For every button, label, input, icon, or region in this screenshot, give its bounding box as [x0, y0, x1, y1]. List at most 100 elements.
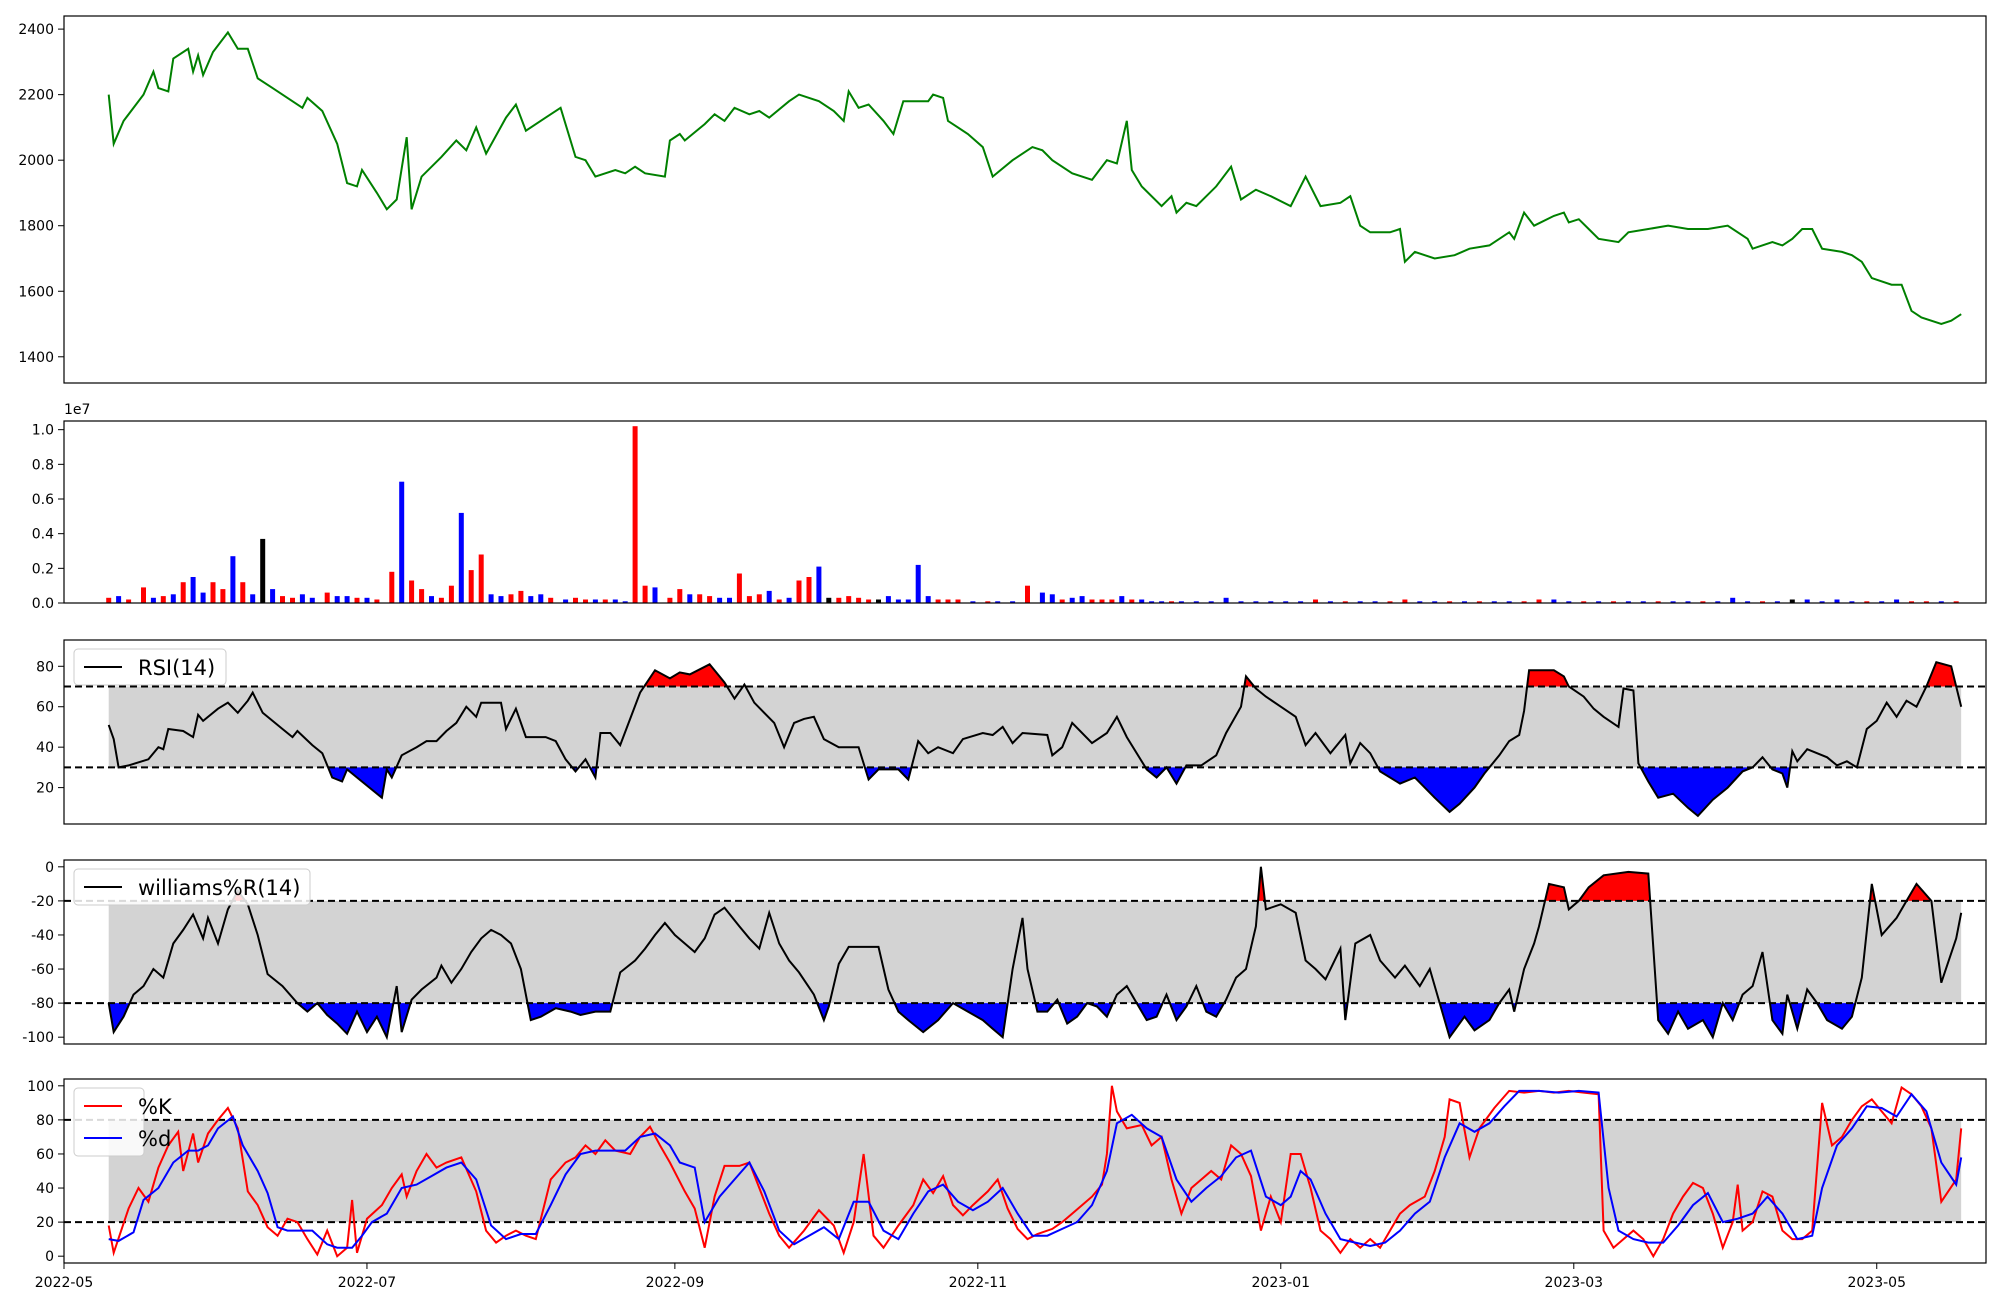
williams-oversold-fill — [1087, 1003, 1114, 1017]
volume-bar — [1551, 599, 1557, 603]
volume-bar — [1894, 599, 1900, 603]
volume-bar — [846, 596, 852, 603]
volume-bar — [1010, 601, 1016, 603]
williams-oversold-fill — [894, 1003, 953, 1033]
volume-bar — [498, 596, 504, 603]
volume-bar — [602, 599, 608, 603]
volume-bar — [270, 589, 276, 603]
volume-bar — [1208, 601, 1214, 603]
volume-bar — [1025, 585, 1030, 603]
rsi-oversold-fill — [1166, 767, 1186, 784]
volume-bar — [419, 589, 425, 603]
volume-bar — [1879, 601, 1885, 603]
volume-ytick-label: 0.0 — [32, 596, 54, 612]
volume-bar — [592, 599, 598, 603]
williams-y-axis: -100 -80 -60 -40 -20 0 — [22, 860, 64, 1046]
volume-bar — [905, 599, 911, 603]
volume-bar — [612, 599, 618, 603]
volume-bar — [885, 596, 891, 603]
volume-bar — [1745, 601, 1751, 603]
volume-bar — [190, 577, 196, 603]
volume-bar — [806, 577, 812, 603]
volume-bar — [1387, 601, 1393, 603]
volume-bar — [200, 592, 206, 603]
rsi-ytick-label: 80 — [36, 659, 54, 675]
stochastic-legend: %K %d — [73, 1087, 173, 1157]
x-tick-label: 2022-07 — [338, 1275, 397, 1291]
rsi-legend: RSI(14) — [73, 648, 227, 686]
volume-ytick-label: 1.0 — [32, 423, 54, 439]
rsi-legend-box — [73, 648, 227, 686]
volume-bar — [309, 597, 315, 603]
volume-bar — [1625, 601, 1631, 603]
volume-bar — [1039, 592, 1045, 603]
volume-bar — [374, 599, 380, 603]
x-tick-label: 2022-11 — [949, 1275, 1008, 1291]
williams-ytick-label: 0 — [45, 860, 54, 876]
volume-bar — [299, 594, 305, 603]
volume-bar — [1655, 601, 1661, 603]
volume-bar — [240, 582, 246, 603]
volume-bar — [1640, 601, 1646, 603]
volume-bar — [1953, 601, 1959, 603]
stochastic-axes-frame — [63, 1078, 1987, 1264]
rsi-overbought-fill — [644, 664, 727, 687]
volume-bar — [458, 512, 464, 603]
rsi-line-1 — [107, 661, 1963, 818]
rsi-plot-area — [64, 661, 1986, 818]
rsi-axes-frame — [63, 639, 1987, 825]
volume-bar — [116, 596, 122, 603]
volume-bar — [707, 596, 713, 603]
volume-bar — [1119, 596, 1125, 603]
volume-bar — [448, 585, 454, 603]
volume-bar — [1760, 601, 1765, 603]
williams-legend-box — [73, 868, 311, 906]
volume-bar — [1864, 601, 1870, 603]
volume-bar — [1159, 601, 1165, 603]
volume-bar — [488, 594, 494, 603]
volume-bar — [150, 597, 156, 603]
volume-bar — [1685, 601, 1691, 603]
volume-bar — [1149, 601, 1155, 603]
rsi-oversold-fill — [1770, 767, 1791, 788]
volume-bar — [727, 597, 732, 603]
volume-bar — [220, 589, 226, 603]
volume-bar — [1069, 597, 1075, 603]
volume-bar — [106, 597, 112, 603]
volume-bar — [260, 538, 266, 603]
williams-oversold-fill — [1035, 1003, 1055, 1012]
volume-bar — [816, 566, 822, 603]
d-legend-label: %d — [138, 1127, 171, 1151]
volume-bar — [1670, 601, 1676, 603]
volume-bar — [230, 556, 236, 603]
volume-bar — [970, 601, 976, 603]
volume-bar — [1283, 601, 1289, 603]
rsi-oversold-fill — [328, 767, 397, 798]
williams-legend-label: williams%R(14) — [138, 876, 300, 900]
williams-oversold-fill — [1770, 1003, 1787, 1034]
price-line — [107, 30, 1962, 326]
williams-ytick-label: -40 — [31, 928, 54, 944]
volume-bar — [1611, 601, 1616, 603]
rsi-ytick-label: 60 — [36, 700, 54, 716]
x-tick-label: 2023-05 — [1847, 1275, 1906, 1291]
stochastic-ytick-label: 0 — [45, 1249, 54, 1265]
volume-bar — [1089, 599, 1095, 603]
volume-bar — [1139, 599, 1145, 603]
volume-bar — [856, 597, 862, 603]
volume-bar — [468, 570, 474, 603]
volume-bar — [518, 590, 524, 603]
x-tick-label: 2022-09 — [646, 1275, 705, 1291]
stochastic-panel: 0 20 40 60 80 100 %K %d — [27, 1078, 1987, 1265]
volume-bar — [1193, 601, 1199, 603]
price-ytick-label: 1600 — [18, 284, 54, 300]
volume-bar — [1327, 601, 1333, 603]
rsi-oversold-fill — [1145, 767, 1167, 778]
volume-bar — [632, 426, 638, 603]
williams-oversold-fill — [527, 1003, 613, 1021]
volume-bar — [1581, 601, 1587, 603]
volume-plot-area — [106, 426, 1959, 603]
volume-bar — [1462, 601, 1467, 603]
volume-bar — [1789, 599, 1795, 603]
